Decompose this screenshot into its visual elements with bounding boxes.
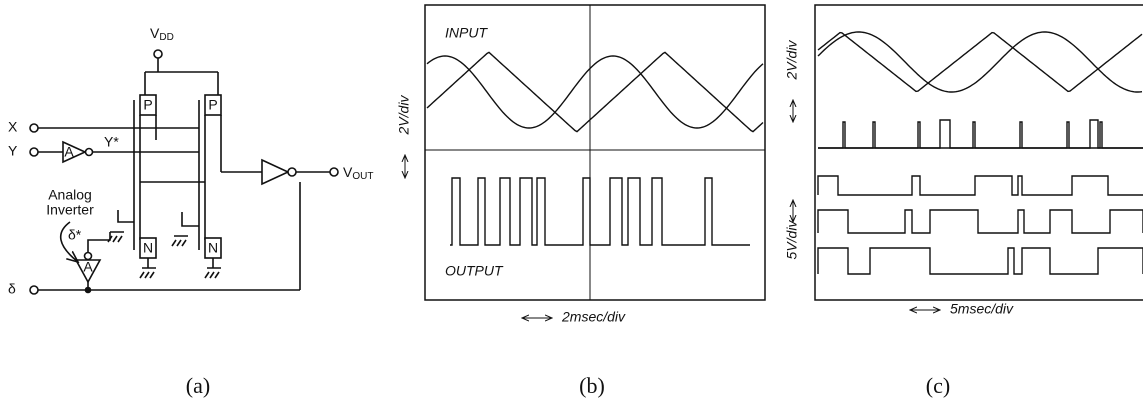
vdd-label: VDD [150,25,174,43]
trace [818,210,1143,233]
circuit: VDD X Y δ Y* δ* A A Analog [8,25,373,297]
y-scale: 2V/div [784,40,800,81]
trace [818,176,1143,195]
pmos: P [208,97,217,113]
input-y: Y [8,143,18,159]
scope-c: 2V/div 5V/div 5msec/div [784,5,1143,317]
input-delta: δ [8,281,16,297]
y-star: Y* [104,134,119,150]
note: Analog [48,187,92,203]
note: Inverter [46,202,94,218]
wires [30,50,338,294]
input-x: X [8,119,18,135]
x-scale: 2msec/div [561,309,626,325]
trace [450,178,750,245]
amp: A [83,259,93,275]
y-scale: 2V/div [396,95,412,136]
caption: (c) [926,373,950,398]
trace [818,122,1143,148]
scope-frame [815,5,1143,300]
nmos: N [208,240,218,256]
x-scale: 5msec/div [950,301,1014,317]
caption: (a) [186,373,210,398]
figure: VDD X Y δ Y* δ* A A Analog [0,0,1143,414]
delta-star: δ* [68,227,82,243]
trace [818,33,1142,92]
nmos: N [143,240,153,256]
input-label: INPUT [445,25,488,41]
scope-b: INPUT OUTPUT 2V/div 2msec/div [396,5,765,325]
caption: (b) [579,373,605,398]
y-scale: 5V/div [784,220,800,260]
traces [818,32,1143,274]
pmos: P [143,97,152,113]
trace [818,120,1143,148]
amp: A [64,144,74,160]
vout-label: VOUT [343,164,373,182]
traces [427,52,763,245]
scope-frame [425,5,765,300]
trace [818,248,1143,274]
trace [427,56,763,128]
trace [818,32,1142,92]
output-label: OUTPUT [445,263,504,279]
scope-axes [425,5,765,300]
